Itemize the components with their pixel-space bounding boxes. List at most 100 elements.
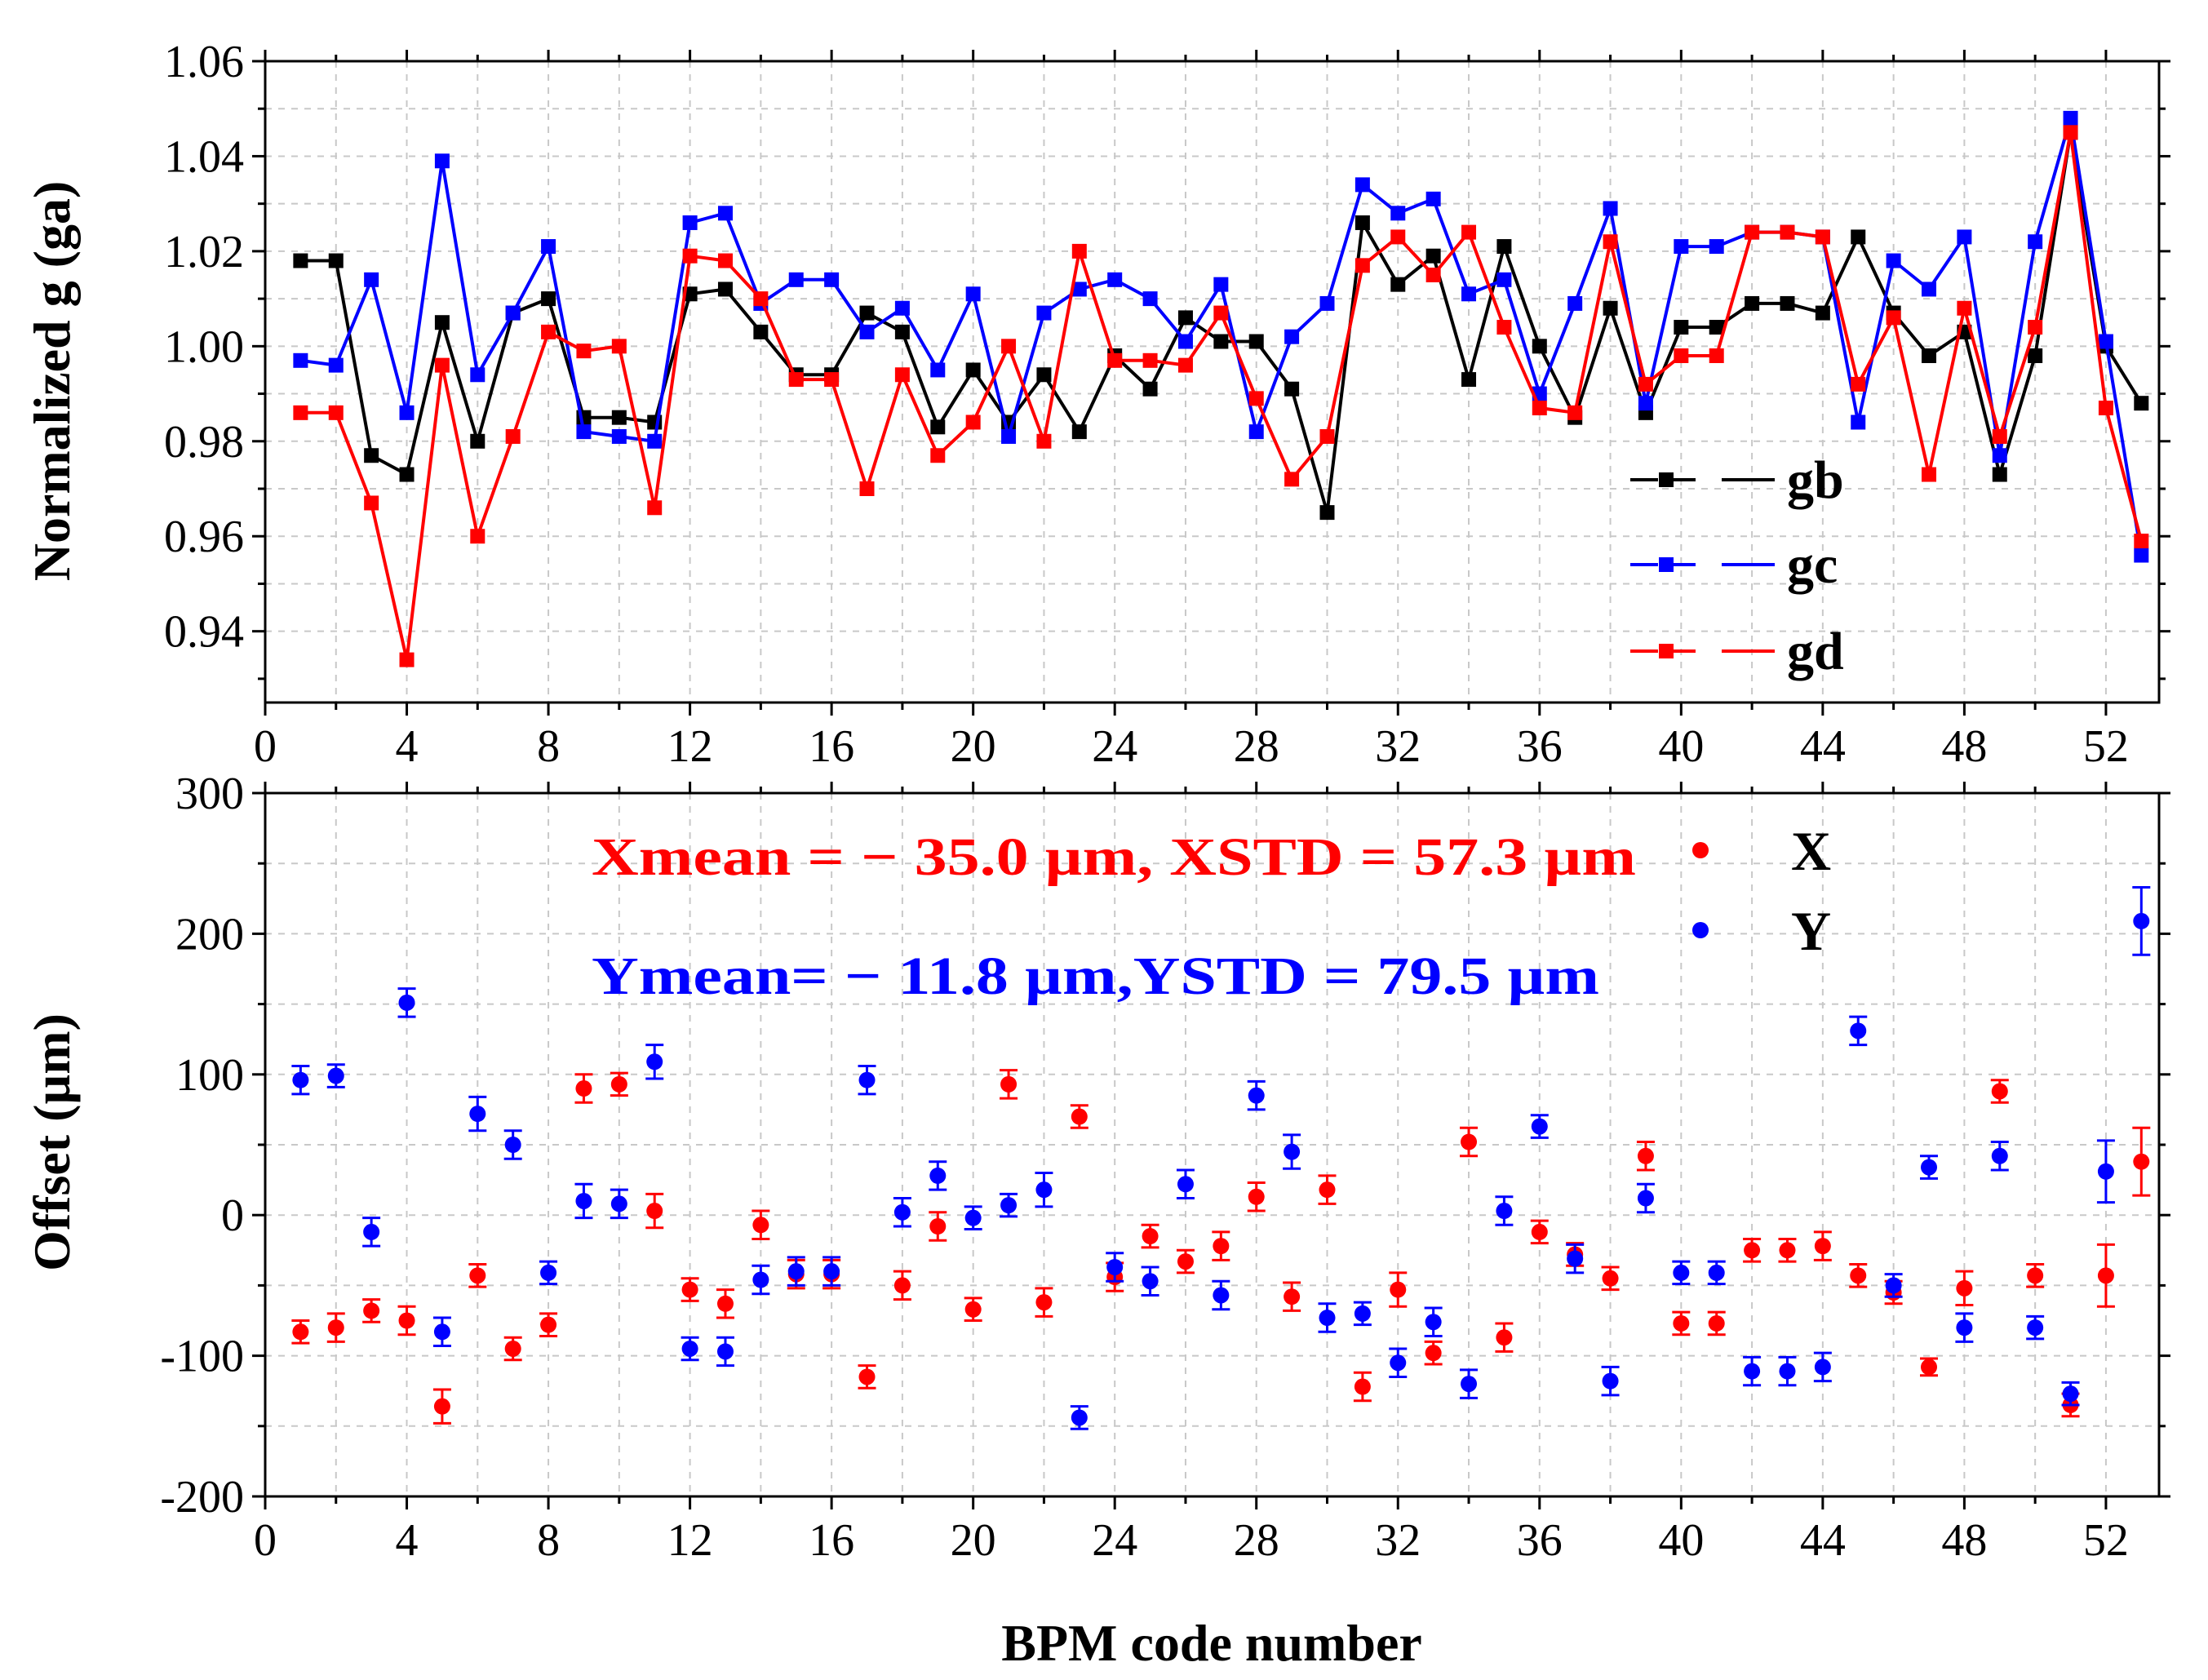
series-X-point xyxy=(1673,1314,1690,1332)
series-gc-point xyxy=(1213,277,1229,292)
top-x-tick-label: 28 xyxy=(1234,721,1279,772)
series-Y-point xyxy=(2062,1385,2079,1403)
series-X-point xyxy=(610,1075,627,1093)
series-gc-point xyxy=(1922,281,1937,297)
series-Y-point xyxy=(716,1343,734,1360)
top-ticks: 0 4 8 12 16 20 24 28 32 36 40 44 48 520.940.960.981.0… xyxy=(164,37,2170,772)
series-gb-point xyxy=(1425,248,1441,264)
bottom-x-tick-label: 28 xyxy=(1234,1515,1279,1566)
series-gb-point xyxy=(1780,295,1795,311)
series-Y-point xyxy=(1177,1176,1194,1193)
bottom-y-axis-label: Offset (µm) xyxy=(23,1013,81,1271)
series-Y-point xyxy=(1425,1314,1442,1331)
series-gd-point xyxy=(1745,224,1760,240)
legend-Y-marker xyxy=(1692,922,1709,938)
bottom-legend: XY xyxy=(1692,820,1831,962)
series-gc-point xyxy=(293,352,308,368)
series-gd-point xyxy=(541,324,556,339)
series-gb-point xyxy=(894,324,910,339)
series-X-point xyxy=(716,1295,734,1312)
series-Y-point xyxy=(1461,1376,1478,1393)
series-gd-point xyxy=(2098,401,2113,416)
series-X-point xyxy=(398,1312,415,1329)
series-Y-point xyxy=(1744,1363,1761,1380)
series-X-point xyxy=(1071,1108,1088,1125)
series-Y-point xyxy=(575,1192,592,1209)
series-gc-point xyxy=(894,300,910,316)
series-X-point xyxy=(1177,1253,1194,1270)
series-gd-point xyxy=(1709,348,1724,363)
series-gb-point xyxy=(930,419,946,435)
series-X-point xyxy=(575,1080,592,1097)
series-Y-point xyxy=(1814,1359,1831,1376)
series-Y-point xyxy=(681,1340,698,1357)
series-Y-point xyxy=(504,1137,521,1153)
series-gb-point xyxy=(1851,229,1866,245)
series-gc-point xyxy=(1567,295,1583,311)
bottom-y-tick-label: 300 xyxy=(175,769,244,819)
series-gc-point xyxy=(788,272,804,287)
legend-X-marker xyxy=(1692,842,1709,858)
series-gc-point xyxy=(1674,239,1689,255)
series-Y xyxy=(291,886,2151,1430)
series-gb-point xyxy=(753,324,769,339)
series-X-point xyxy=(292,1323,309,1341)
series-gd-point xyxy=(753,291,769,307)
series-X-point xyxy=(2097,1267,2114,1284)
series-gb-point xyxy=(470,433,485,449)
bottom-x-tick-label: 48 xyxy=(1941,1515,1987,1566)
series-gc-point xyxy=(1992,448,2007,463)
series-gc-point xyxy=(1284,329,1300,344)
series-gd-point xyxy=(328,405,344,420)
series-X-point xyxy=(469,1267,486,1284)
top-x-tick-label: 20 xyxy=(951,721,996,772)
series-gd-point xyxy=(717,253,733,268)
bottom-x-tick-label: 12 xyxy=(667,1515,713,1566)
top-x-tick-label: 0 xyxy=(254,721,277,772)
series-gd-point xyxy=(1177,357,1193,373)
series-gc-point xyxy=(1248,424,1264,440)
series-X-point xyxy=(1708,1314,1725,1332)
series-X-point xyxy=(646,1203,663,1220)
series-gb-point xyxy=(611,410,627,425)
series-gc-point xyxy=(2063,110,2078,126)
series-gc-point xyxy=(824,272,840,287)
series-gd-point xyxy=(894,367,910,383)
series-gd-point xyxy=(824,372,840,388)
x-stats-annotation: Xmean = − 35.0 µm, XSTD = 57.3 µm xyxy=(592,827,1636,887)
series-gb-point xyxy=(1461,372,1477,388)
series-gc-point xyxy=(1425,191,1441,206)
series-gd-point xyxy=(682,248,698,264)
series-gc-point xyxy=(2098,334,2113,349)
legend-gc-marker xyxy=(1659,557,1674,572)
series-gc-point xyxy=(1957,229,1972,245)
series-X-point xyxy=(1531,1223,1548,1240)
bottom-y-tick-label: -100 xyxy=(160,1332,244,1382)
series-Y-point xyxy=(610,1195,627,1212)
series-Y-point xyxy=(893,1203,911,1221)
series-gc-point xyxy=(1319,295,1335,311)
bottom-x-tick-label: 20 xyxy=(951,1515,996,1566)
series-X-point xyxy=(1142,1228,1159,1245)
series-gd-point xyxy=(1390,229,1406,245)
bottom-x-tick-label: 36 xyxy=(1517,1515,1563,1566)
series-gc-point xyxy=(328,357,344,373)
series-gd-point xyxy=(1071,243,1087,259)
series-gc-point xyxy=(1355,177,1370,193)
series-gc-point xyxy=(1496,272,1512,287)
series-gd-point xyxy=(1815,229,1830,245)
series-Y-point xyxy=(752,1271,769,1288)
x-axis-label: BPM code number xyxy=(1001,1614,1422,1672)
series-gd-point xyxy=(2134,534,2149,549)
series-Y-point xyxy=(1284,1143,1301,1160)
series-gc-point xyxy=(2134,547,2149,563)
series-X-point xyxy=(964,1301,982,1318)
top-y-tick-label: 1.02 xyxy=(164,227,244,277)
bottom-series xyxy=(291,886,2151,1430)
series-X-point xyxy=(929,1217,947,1235)
series-Y-point xyxy=(1354,1305,1371,1322)
series-gd-point xyxy=(1461,224,1477,240)
series-gb-point xyxy=(1142,381,1158,397)
series-X-point xyxy=(1921,1359,1938,1376)
